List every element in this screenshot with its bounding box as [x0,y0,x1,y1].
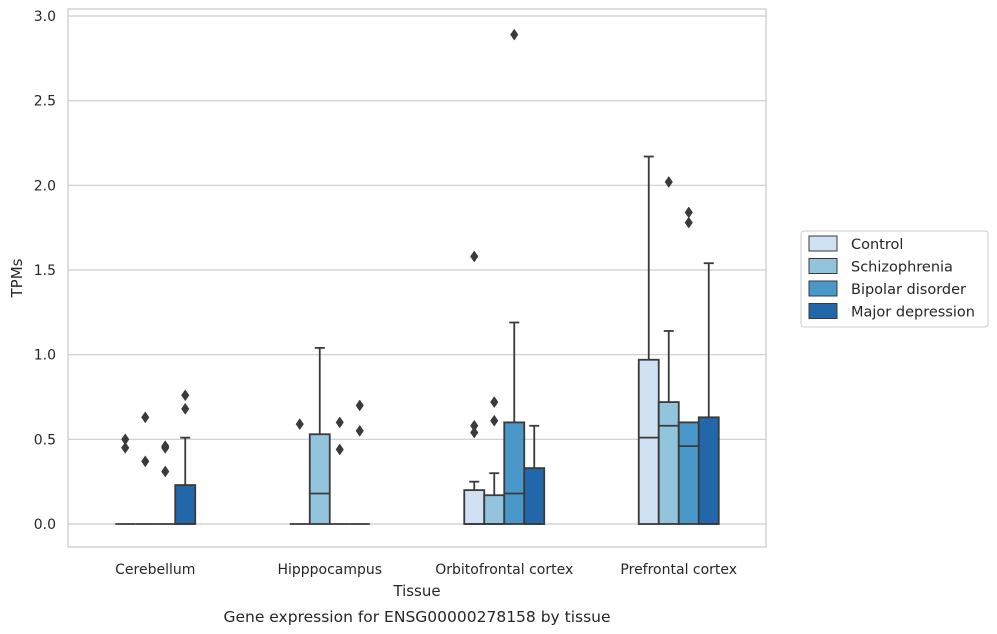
y-axis-label: TPMs [8,258,26,298]
box-control [115,433,136,525]
y-tick-label: 3.0 [34,9,56,25]
legend-frame [800,230,989,328]
grid-lines [68,15,766,525]
x-axis-ticks: Cerebellum Hipppocampus Orbitofrontal cort… [115,562,737,578]
x-tick-label: Prefrontal cortex [620,562,737,578]
y-tick-label: 2.5 [34,94,56,110]
outlier-point [335,443,344,456]
box-body [697,416,720,525]
outlier-point [470,250,479,263]
y-tick-label: 1.0 [34,348,56,364]
outlier-point [335,416,344,429]
outlier-point [141,455,150,468]
legend-label: Control [851,237,903,253]
box-major-depression [697,262,720,525]
box-major-depression [349,399,370,525]
outlier-point [355,424,364,437]
box-schizophrenia [657,176,680,525]
box-body [523,467,546,525]
box-major-depression [174,389,197,525]
outlier-point [490,414,499,427]
outlier-point [510,28,519,41]
legend-swatch [808,303,838,319]
box-control [637,155,660,525]
box-schizophrenia [308,346,331,525]
outlier-point [141,411,150,424]
outlier-point [181,402,190,415]
box-body [483,494,506,525]
box-control [289,418,310,525]
box-body [637,358,660,525]
x-tick-label: Orbitofrontal cortex [435,562,573,578]
box-bipolar-disorder [155,440,176,525]
outlier-point [470,426,479,439]
outlier-point [121,441,130,454]
box-body [463,489,486,525]
y-tick-label: 0.5 [34,432,56,448]
outlier-point [161,441,170,454]
outlier-point [684,206,693,219]
x-tick-label: Cerebellum [115,562,195,578]
y-tick-label: 1.5 [34,263,56,279]
y-axis-ticks: 0.0 0.5 1.0 1.5 2.0 2.5 3.0 [34,9,56,533]
plot-frame [67,8,767,548]
chart-caption: Gene expression for ENSG00000278158 by t… [223,608,610,626]
y-tick-label: 2.0 [34,178,56,194]
outlier-point [181,389,190,402]
y-tick-label: 0.0 [34,517,56,533]
box-bipolar-disorder [677,206,700,525]
box-bipolar-disorder [503,28,526,525]
outlier-point [490,396,499,409]
outlier-point [295,418,304,431]
box-body [503,421,526,525]
legend-label: Bipolar disorder [851,282,966,298]
boxes [115,28,720,525]
legend-label: Major depression [851,305,975,321]
box-body [657,401,680,525]
legend-swatch [808,258,838,274]
x-tick-label: Hipppocampus [277,562,382,578]
box-body [308,433,331,525]
x-axis-label: Tissue [392,582,440,600]
box-control [463,250,486,525]
outlier-point [161,465,170,478]
legend: Control Schizophrenia Bipolar disorder Majo… [800,230,989,328]
legend-swatch [808,235,838,252]
box-bipolar-disorder [329,416,350,525]
box-schizophrenia [483,396,506,525]
box-body [677,421,700,525]
box-body [174,484,197,525]
legend-label: Schizophrenia [851,260,953,276]
box-schizophrenia [135,411,156,525]
outlier-point [355,399,364,412]
outlier-point [664,176,673,188]
box-major-depression [523,424,546,525]
legend-swatch [808,280,838,297]
outlier-point [684,216,693,229]
